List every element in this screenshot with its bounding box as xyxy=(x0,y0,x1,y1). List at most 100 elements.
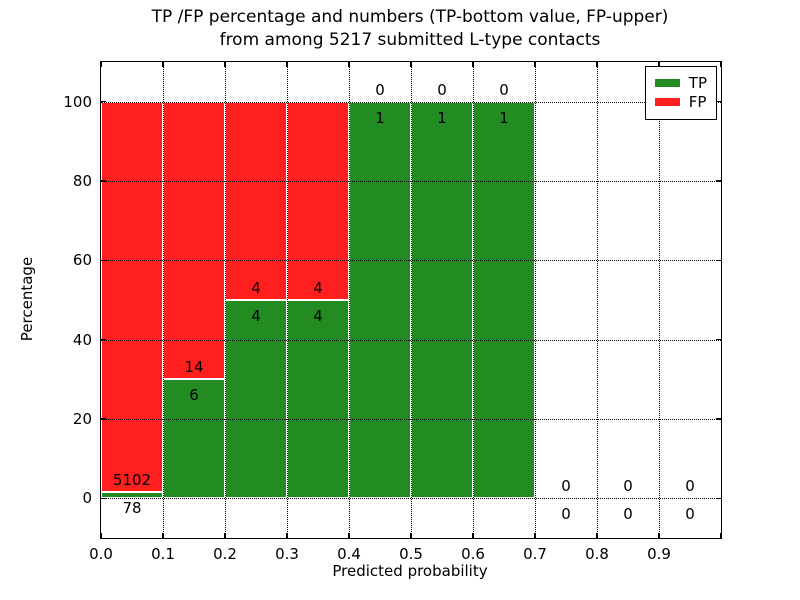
x-tick-label: 0.0 xyxy=(89,545,113,563)
x-tick-label: 0.8 xyxy=(585,545,609,563)
fp-count-label: 0 xyxy=(499,80,509,99)
y-tick-mark-left xyxy=(101,497,106,500)
fp-count-label: 0 xyxy=(375,80,385,99)
bar-fp-segment xyxy=(287,101,349,300)
y-tick-label: 0 xyxy=(82,489,92,508)
x-tick-label: 0.7 xyxy=(523,545,547,563)
x-tick-mark-top xyxy=(162,62,164,67)
x-tick-mark-top xyxy=(720,62,722,67)
gridline-vertical xyxy=(349,62,350,538)
gridline-vertical xyxy=(411,62,412,538)
fp-count-label: 4 xyxy=(251,279,261,297)
y-tick-label: 20 xyxy=(72,410,92,428)
x-tick-mark-bottom xyxy=(410,533,412,538)
x-tick-mark-top xyxy=(410,62,412,67)
x-tick-mark-bottom xyxy=(534,533,536,538)
bar-tp-segment xyxy=(225,300,287,499)
y-tick-mark-right xyxy=(716,497,721,500)
fp-count-label: 14 xyxy=(184,358,204,377)
x-tick-mark-top xyxy=(348,62,350,67)
x-tick-mark-top xyxy=(100,62,102,67)
chart-title: TP /FP percentage and numbers (TP-bottom… xyxy=(100,6,720,52)
gridline-vertical xyxy=(597,62,598,538)
tp-count-label: 78 xyxy=(122,499,142,518)
tp-count-label: 4 xyxy=(313,307,323,325)
legend-entry-fp: FP xyxy=(654,93,707,111)
fp-count-label: 4 xyxy=(313,279,323,297)
x-tick-mark-top xyxy=(658,62,660,67)
tp-count-label: 0 xyxy=(623,505,633,524)
x-axis-label: Predicted probability xyxy=(332,562,488,580)
tp-count-label: 0 xyxy=(685,505,695,524)
gridline-vertical xyxy=(535,62,536,538)
y-tick-mark-left xyxy=(101,259,106,262)
y-tick-mark-right xyxy=(716,418,721,420)
tp-color-swatch xyxy=(654,79,680,87)
x-tick-mark-bottom xyxy=(596,533,598,538)
fp-color-swatch xyxy=(654,98,680,106)
legend-label-fp: FP xyxy=(688,93,707,111)
tp-count-label: 1 xyxy=(437,108,447,127)
gridline-horizontal xyxy=(101,339,721,341)
y-tick-label: 40 xyxy=(72,330,92,349)
fp-count-label: 0 xyxy=(561,477,571,496)
x-tick-label: 0.3 xyxy=(275,545,299,563)
x-tick-mark-top xyxy=(596,62,598,67)
y-tick-mark-right xyxy=(716,259,721,262)
gridline-horizontal xyxy=(101,181,721,182)
y-tick-mark-left xyxy=(101,180,106,182)
gridline-horizontal xyxy=(101,419,721,420)
x-tick-label: 0.6 xyxy=(461,545,485,563)
x-tick-mark-top xyxy=(534,62,536,67)
x-tick-label: 0.4 xyxy=(337,545,361,563)
legend: TP FP xyxy=(644,66,717,120)
x-tick-label: 0.5 xyxy=(399,545,423,563)
tp-count-label: 0 xyxy=(561,505,571,524)
x-tick-mark-bottom xyxy=(348,533,350,538)
y-tick-label: 80 xyxy=(72,172,92,190)
y-tick-mark-left xyxy=(101,418,106,420)
tp-count-label: 4 xyxy=(251,307,261,325)
legend-label-tp: TP xyxy=(688,74,707,92)
bar-tp-segment xyxy=(101,492,163,499)
y-tick-mark-right xyxy=(716,100,721,103)
legend-entry-tp: TP xyxy=(654,74,707,92)
x-tick-label: 0.1 xyxy=(151,545,175,563)
x-tick-mark-bottom xyxy=(472,533,474,538)
gridline-vertical xyxy=(163,62,164,538)
x-tick-label: 0.2 xyxy=(213,545,237,563)
tp-count-label: 1 xyxy=(499,108,509,127)
bar-tp-segment xyxy=(287,300,349,499)
plot-area: 0.0 0.1 0.2 0.3 0.4 0.5 0.6 0.7 0.8 0.9 0 20 40 60 80 1… xyxy=(63,61,722,563)
fp-count-label: 5102 xyxy=(112,471,152,490)
x-tick-mark-bottom xyxy=(286,533,288,538)
fp-count-label: 0 xyxy=(437,80,447,99)
bar-fp-segment xyxy=(163,101,225,380)
x-tick-label: 0.9 xyxy=(647,545,671,563)
x-tick-mark-bottom xyxy=(720,533,722,538)
gridline-horizontal xyxy=(101,101,721,103)
fp-count-label: 0 xyxy=(623,477,633,496)
x-tick-mark-bottom xyxy=(100,533,102,538)
tp-count-label: 1 xyxy=(375,108,385,127)
bar-fp-segment xyxy=(225,101,287,300)
bar-tp-segment xyxy=(349,101,411,499)
y-tick-mark-left xyxy=(101,100,106,103)
y-tick-mark-right xyxy=(716,180,721,182)
x-tick-mark-bottom xyxy=(162,533,164,538)
y-tick-mark-left xyxy=(101,338,106,341)
gridline-horizontal xyxy=(101,260,721,262)
bar-tp-segment xyxy=(473,101,535,499)
y-tick-label: 60 xyxy=(72,251,92,270)
x-tick-mark-bottom xyxy=(658,533,660,538)
x-tick-mark-top xyxy=(224,62,226,67)
gridline-vertical xyxy=(225,62,226,538)
bar-fp-segment xyxy=(101,101,163,493)
chart-title-line2: from among 5217 submitted L-type contact… xyxy=(219,30,601,50)
gridline-vertical xyxy=(473,62,474,538)
gridline-horizontal xyxy=(101,498,721,500)
gridline-vertical xyxy=(287,62,288,538)
tp-count-label: 6 xyxy=(189,386,199,405)
fp-count-label: 0 xyxy=(685,477,695,496)
